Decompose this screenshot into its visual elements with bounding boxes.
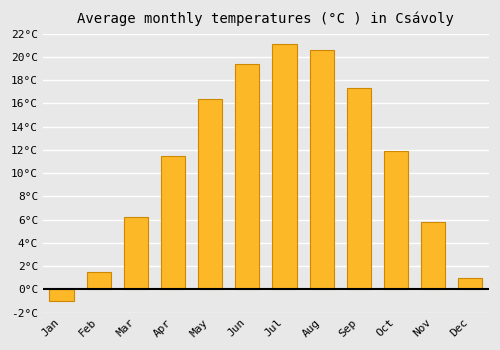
Bar [198,99,222,289]
Bar [272,44,296,289]
Title: Average monthly temperatures (°C ) in Csávoly: Average monthly temperatures (°C ) in Cs… [78,11,454,26]
Bar [50,289,74,301]
Bar [161,156,185,289]
Bar [458,278,482,289]
Bar [86,272,111,289]
Bar [236,64,260,289]
Bar [124,217,148,289]
Bar [310,50,334,289]
Bar [347,88,371,289]
Bar [421,222,445,289]
Bar [384,151,408,289]
